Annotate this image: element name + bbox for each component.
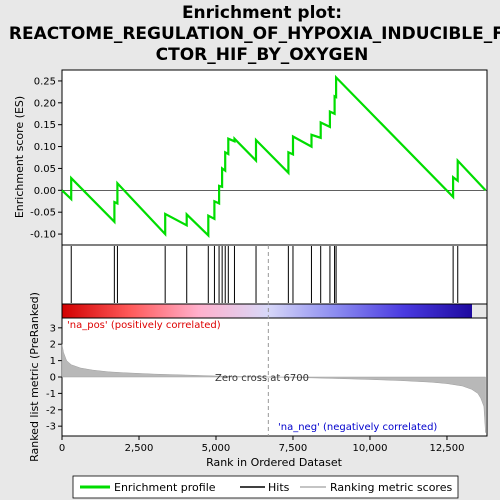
legend-profile-label: Enrichment profile — [114, 481, 216, 494]
title-line-1: Enrichment plot: — [182, 3, 342, 23]
metric-tick-label: 0 — [50, 373, 56, 384]
ranking-colorbar — [62, 304, 472, 318]
legend-metric-label: Ranking metric scores — [330, 481, 452, 494]
x-axis-title: Rank in Ordered Dataset — [206, 456, 343, 469]
legend-hits-label: Hits — [268, 481, 290, 494]
na-neg-label: 'na_neg' (negatively correlated) — [278, 422, 437, 433]
es-tick-label: 0.15 — [34, 120, 56, 131]
metric-y-axis-title: Ranked list metric (PreRanked) — [28, 292, 41, 462]
metric-tick-label: 1 — [50, 356, 56, 367]
legend-box — [72, 475, 459, 499]
es-tick-label: 0.20 — [34, 98, 56, 109]
es-tick-label: 0.10 — [34, 142, 56, 153]
x-tick-label: 7,500 — [279, 443, 308, 454]
metric-tick-label: -1 — [46, 389, 56, 400]
metric-tick-label: -3 — [46, 422, 56, 433]
title-line-3: CTOR_HIF_BY_OXYGEN — [156, 45, 369, 65]
x-tick-label: 12,500 — [429, 443, 464, 454]
x-tick-label: 5,000 — [202, 443, 231, 454]
es-y-axis-title: Enrichment score (ES) — [13, 96, 26, 218]
es-tick-label: 0.00 — [34, 186, 56, 197]
x-tick-label: 10,000 — [352, 443, 387, 454]
metric-tick-label: 3 — [50, 323, 56, 334]
ranking-metric-area — [61, 344, 486, 433]
es-tick-label: -0.10 — [30, 230, 56, 241]
enrichment-profile-line — [61, 74, 487, 239]
zero-cross-label: Zero cross at 6700 — [215, 373, 309, 384]
es-tick-label: 0.25 — [34, 76, 56, 87]
title-line-2: REACTOME_REGULATION_OF_HYPOXIA_INDUCIBLE… — [9, 24, 500, 44]
metric-tick-label: -2 — [46, 405, 56, 416]
es-tick-label: -0.05 — [30, 208, 56, 219]
hits-panel — [61, 244, 488, 305]
na-pos-label: 'na_pos' (positively correlated) — [67, 320, 221, 331]
metric-tick-label: 2 — [50, 340, 56, 351]
es-tick-label: 0.05 — [34, 164, 56, 175]
x-tick-label: 2,500 — [125, 443, 154, 454]
x-tick-label: 0 — [59, 443, 65, 454]
